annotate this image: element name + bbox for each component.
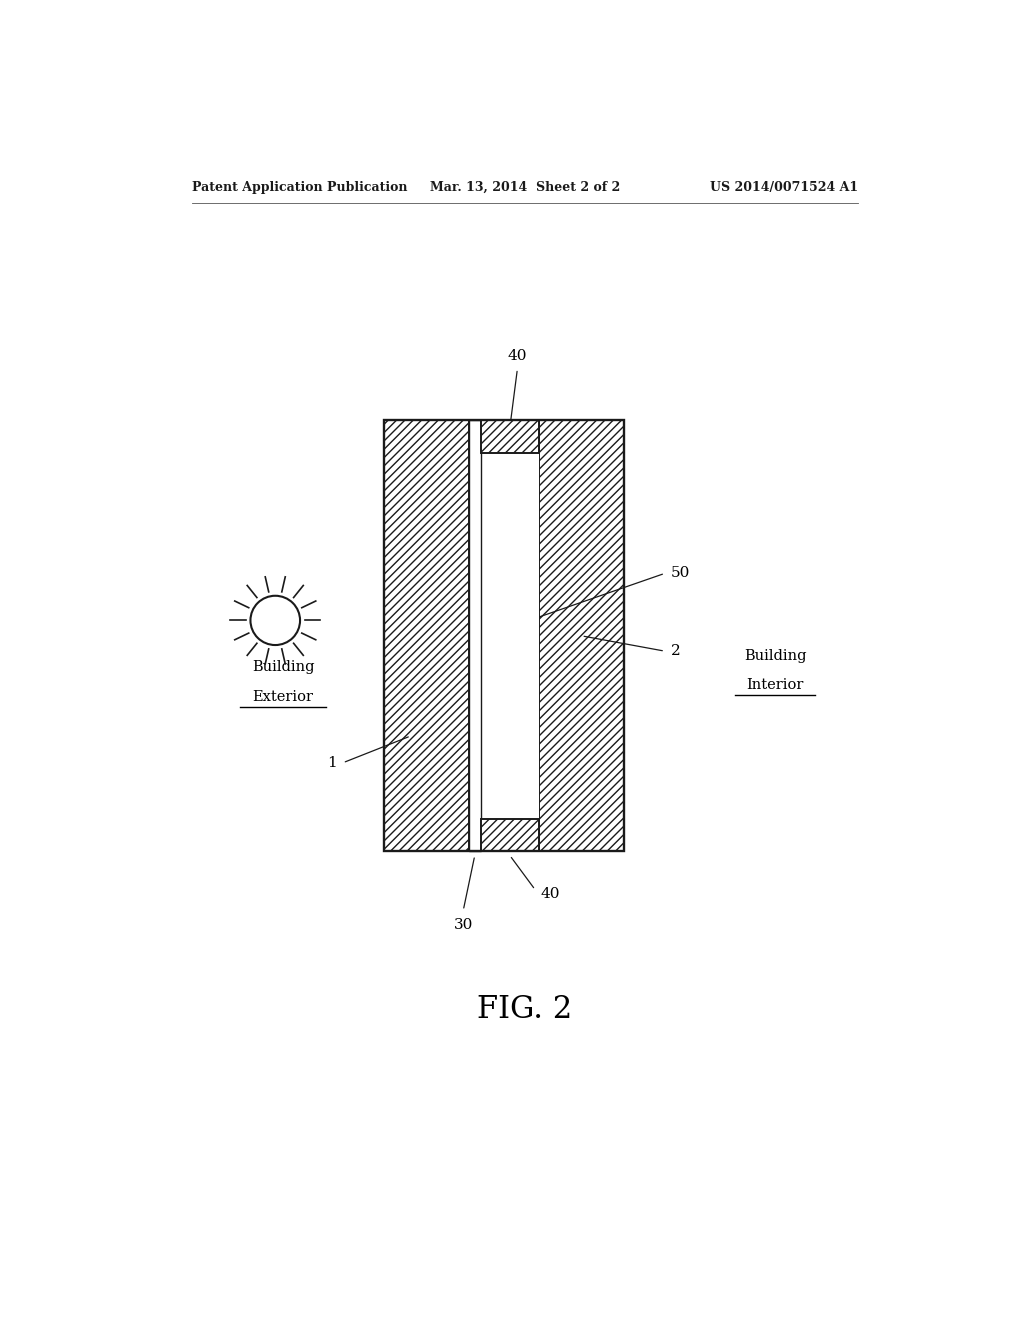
Circle shape <box>251 595 300 645</box>
Text: FIG. 2: FIG. 2 <box>477 994 572 1024</box>
Bar <box>480 453 539 818</box>
Text: US 2014/0071524 A1: US 2014/0071524 A1 <box>710 181 858 194</box>
Text: Interior: Interior <box>746 678 804 692</box>
Text: Mar. 13, 2014  Sheet 2 of 2: Mar. 13, 2014 Sheet 2 of 2 <box>430 181 620 194</box>
Text: Exterior: Exterior <box>253 689 313 704</box>
Bar <box>384 420 624 851</box>
Polygon shape <box>480 420 539 453</box>
Text: Building: Building <box>252 660 314 675</box>
Text: 1: 1 <box>328 756 337 770</box>
Text: Patent Application Publication: Patent Application Publication <box>191 181 408 194</box>
Text: 40: 40 <box>508 350 527 363</box>
Text: 50: 50 <box>671 566 690 581</box>
Text: 2: 2 <box>671 644 680 659</box>
Text: Building: Building <box>743 648 806 663</box>
Polygon shape <box>384 420 469 851</box>
Text: 30: 30 <box>454 919 473 932</box>
Polygon shape <box>480 818 539 851</box>
Text: 40: 40 <box>541 887 560 900</box>
Polygon shape <box>539 420 624 851</box>
Bar <box>469 420 480 851</box>
